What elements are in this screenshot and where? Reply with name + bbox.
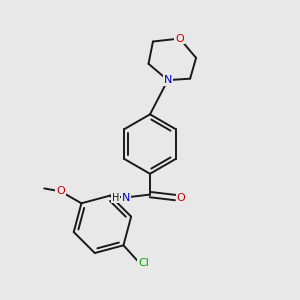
Text: N: N [122, 193, 130, 202]
Text: O: O [177, 193, 186, 202]
Text: H: H [112, 193, 119, 202]
Text: Cl: Cl [138, 258, 149, 268]
Text: O: O [56, 186, 65, 197]
Text: N: N [164, 75, 172, 85]
Text: O: O [175, 34, 184, 44]
